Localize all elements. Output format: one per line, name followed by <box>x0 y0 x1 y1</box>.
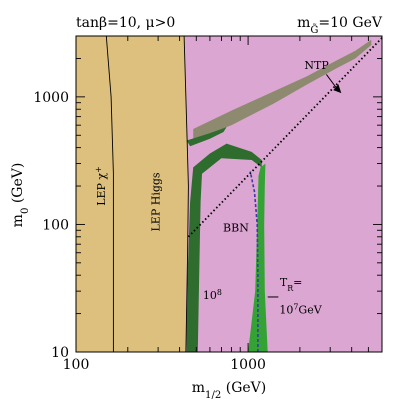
x-axis-label: m1/2 (GeV) <box>192 380 266 401</box>
x-tick-label: 100 <box>63 357 90 373</box>
plot-frame <box>75 35 383 353</box>
lep-higgs-line <box>183 36 189 352</box>
tr-label: TR= <box>280 276 303 293</box>
bbn-label: BBN <box>223 222 249 235</box>
ntp-arrowhead <box>333 84 342 94</box>
region-tr-10-7 <box>248 163 268 352</box>
region-bbn-10-8 <box>186 143 262 352</box>
region-lep-excluded <box>76 36 189 352</box>
y-tick-label: 100 <box>42 217 69 233</box>
y-tick-label: 10 <box>51 345 69 361</box>
y-axis-label: m0 (GeV) <box>10 163 31 228</box>
x-tick-label: 1000 <box>230 357 266 373</box>
ten8-label: 108 <box>203 288 222 303</box>
region-bbn-10-8-upper <box>186 127 227 147</box>
series-line-0 <box>249 171 259 352</box>
y-tick-label: 1000 <box>33 90 69 106</box>
title-right: mG̃=10 GeV <box>297 15 383 36</box>
lep-chargino-label: LEP χ+ <box>94 166 109 206</box>
region-ntp <box>193 39 372 140</box>
ntp-arrow <box>325 74 338 90</box>
lep-chargino-line <box>105 36 114 352</box>
ntp-label: NTP <box>304 59 329 72</box>
ten7-label: 107GeV <box>279 302 322 317</box>
lep-higgs-label: LEP Higgs <box>150 172 163 231</box>
title-left: tanβ=10, μ>0 <box>76 15 175 31</box>
